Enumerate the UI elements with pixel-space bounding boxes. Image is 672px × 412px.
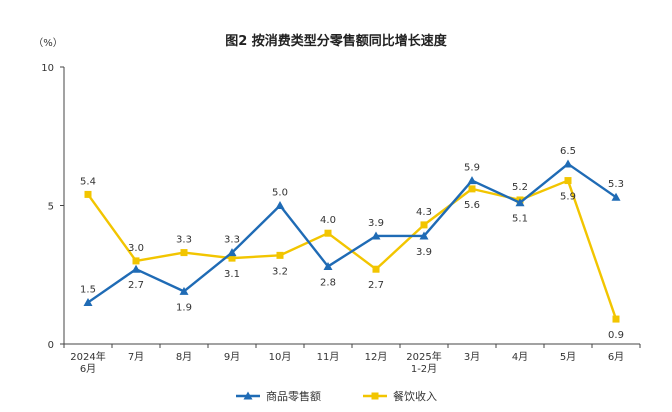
data-label: 5.1 (512, 214, 528, 225)
x-tick-label: 6月 (608, 351, 624, 363)
x-tick-label-line: 6月 (80, 363, 96, 375)
data-labels: 1.5 2.7 1.9 3.3 5.0 2.8 3.9 3.9 5.9 5.1 6.5 5.3 5.4 3… (80, 146, 624, 341)
data-label: 3.9 (416, 247, 432, 258)
data-point-square (612, 315, 620, 323)
x-tick-label-line: 2025年 (406, 350, 441, 363)
data-point-square (276, 251, 284, 259)
data-point-triangle (83, 297, 93, 306)
data-point-square (228, 254, 236, 262)
data-label: 5.0 (272, 188, 288, 199)
x-tick-label-line: 1-2月 (411, 363, 437, 375)
data-label: 4.3 (416, 207, 432, 218)
x-tick-label-line: 8月 (176, 351, 192, 363)
x-tick-label: 2024年 6月 (70, 350, 105, 375)
data-label: 1.5 (80, 284, 96, 295)
x-tick-label: 5月 (560, 351, 576, 363)
legend-label: 商品零售额 (266, 389, 321, 403)
x-tick-label-line: 10月 (269, 351, 292, 363)
data-point-square (180, 249, 188, 257)
data-label: 2.8 (320, 277, 336, 288)
data-label: 6.5 (560, 146, 576, 157)
data-point-triangle (275, 201, 285, 209)
data-label: 3.3 (224, 235, 240, 246)
data-label: 5.4 (80, 176, 96, 187)
legend-marker-triangle (243, 391, 253, 400)
data-point-triangle (563, 159, 573, 168)
data-point-square (132, 257, 140, 265)
legend-label: 餐饮收入 (393, 389, 437, 403)
x-tick-label-line: 5月 (560, 351, 576, 363)
data-point-triangle (323, 261, 333, 270)
x-tick-label: 3月 (464, 351, 480, 363)
data-point-triangle (371, 231, 381, 240)
data-label: 4.0 (320, 215, 336, 226)
data-point-triangle (131, 264, 141, 273)
data-point-square (420, 221, 428, 229)
x-tick-label-line: 11月 (317, 351, 340, 363)
x-tick-label: 12月 (365, 351, 388, 363)
data-point-triangle (179, 286, 189, 295)
data-point-square (324, 229, 332, 237)
x-tick-label: 4月 (512, 351, 528, 363)
x-tick-label-line: 12月 (365, 351, 388, 363)
legend-marker-square (371, 392, 379, 400)
data-point-triangle (467, 176, 477, 185)
data-label: 3.1 (224, 269, 240, 280)
data-label: 0.9 (608, 330, 624, 341)
series-retail-goods (83, 159, 621, 306)
legend-item: 餐饮收入 (363, 389, 437, 403)
data-point-triangle (515, 198, 525, 207)
x-tick-label-line: 9月 (224, 351, 240, 363)
x-tick-label-line: 2024年 (70, 350, 105, 363)
x-tick-label: 10月 (269, 351, 292, 363)
legend-item: 商品零售额 (236, 389, 321, 403)
data-label: 5.6 (464, 200, 480, 211)
x-tick-label: 11月 (317, 351, 340, 363)
data-label: 3.9 (368, 218, 384, 229)
series-line (87, 162, 617, 304)
y-axis-unit: （%） (33, 37, 63, 49)
y-tick-label: 5 (48, 202, 54, 213)
data-point-triangle (611, 192, 621, 201)
y-tick-label: 10 (41, 63, 54, 74)
y-tick-label: 0 (48, 340, 54, 351)
x-tick-label-line: 4月 (512, 351, 528, 363)
series-layer (83, 159, 621, 323)
x-tick-label-line: 7月 (128, 351, 144, 363)
data-label: 3.3 (176, 235, 192, 246)
x-tick-label: 8月 (176, 351, 192, 363)
data-label: 2.7 (368, 280, 384, 291)
data-label: 3.0 (128, 243, 144, 254)
data-point-square (84, 190, 92, 198)
data-point-square (564, 177, 572, 185)
data-label: 1.9 (176, 302, 192, 313)
x-tick-label-line: 6月 (608, 351, 624, 363)
data-label: 5.9 (560, 192, 576, 203)
chart-title: 图2 按消费类型分零售额同比增长速度 (225, 33, 448, 49)
data-point-triangle (419, 231, 429, 240)
data-label: 5.3 (608, 179, 624, 190)
data-point-square (468, 185, 476, 193)
data-label: 3.2 (272, 266, 288, 277)
data-label: 5.9 (464, 163, 480, 174)
data-label: 5.2 (512, 182, 528, 193)
legend: 商品零售额 餐饮收入 (236, 389, 437, 403)
x-tick-label-line: 3月 (464, 351, 480, 363)
x-tick-label: 7月 (128, 351, 144, 363)
x-tick-label: 2025年 1-2月 (406, 350, 441, 375)
data-label: 2.7 (128, 280, 144, 291)
data-point-square (372, 265, 380, 273)
x-tick-label: 9月 (224, 351, 240, 363)
data-point-triangle (227, 248, 237, 257)
